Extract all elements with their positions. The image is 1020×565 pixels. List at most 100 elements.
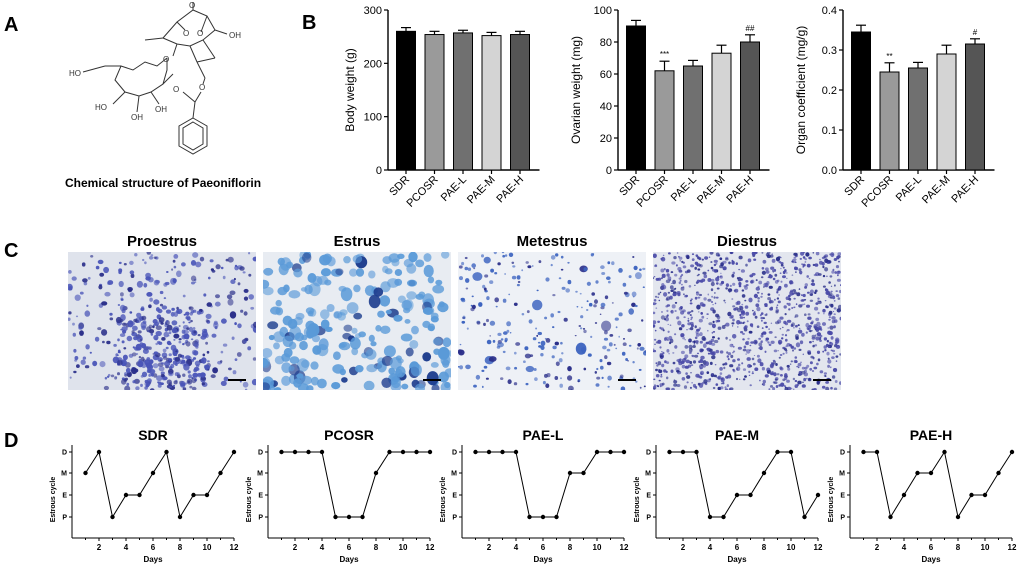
cell (155, 330, 162, 337)
cell (754, 315, 758, 319)
cell (793, 291, 797, 295)
micrograph-background (458, 252, 646, 390)
cell (685, 359, 690, 364)
cell (156, 375, 163, 382)
cell (407, 279, 417, 287)
cell (760, 316, 764, 320)
cell (133, 378, 140, 384)
cell (713, 263, 717, 267)
cell (611, 302, 614, 304)
cell (782, 378, 786, 382)
cell (665, 387, 670, 390)
cell (688, 285, 692, 288)
cell (222, 343, 228, 347)
cell (839, 316, 841, 321)
cell (129, 270, 135, 275)
cell (426, 371, 439, 386)
cell (307, 273, 317, 283)
cell (661, 351, 663, 353)
data-point (554, 514, 559, 520)
cell (223, 376, 229, 382)
cell (657, 385, 660, 388)
cell (583, 267, 588, 272)
cell (817, 297, 820, 300)
cell (560, 377, 562, 380)
cell (164, 360, 171, 367)
cell (705, 361, 709, 367)
cell (830, 303, 834, 308)
cell (90, 255, 94, 258)
cell (781, 333, 784, 336)
cell (671, 387, 675, 390)
cell (188, 374, 192, 379)
cell (676, 384, 681, 387)
cell (759, 379, 761, 382)
cell (753, 293, 758, 299)
bar-pae-l (683, 65, 703, 171)
cell (673, 379, 676, 381)
cell (160, 373, 165, 378)
cell (698, 327, 702, 330)
x-tick-label: 4 (320, 543, 325, 552)
cell (242, 381, 249, 388)
cell (545, 383, 550, 388)
cell (832, 295, 836, 300)
cell (599, 359, 603, 363)
cell (712, 331, 716, 333)
cell (688, 339, 691, 342)
cell (699, 375, 703, 379)
cell (653, 324, 655, 328)
cell (760, 295, 763, 298)
cell (814, 344, 818, 347)
cell (641, 319, 644, 322)
cell (183, 333, 190, 340)
y-axis-label: Estrous cycle (246, 477, 253, 523)
cell (697, 273, 700, 276)
cell (695, 333, 700, 337)
cell (694, 354, 699, 358)
cell (182, 343, 185, 346)
cell (765, 325, 768, 329)
cell (427, 325, 435, 331)
cell (381, 377, 392, 388)
data-point (292, 449, 298, 455)
cell (736, 377, 738, 381)
cell (78, 326, 83, 330)
cell (132, 325, 138, 331)
cell (608, 280, 611, 284)
cell (698, 360, 701, 363)
cell (133, 318, 138, 323)
cell (442, 337, 451, 348)
significance-marker: ## (746, 24, 755, 33)
cell (508, 252, 514, 257)
cell (743, 316, 745, 319)
cell (774, 336, 777, 339)
cell (658, 369, 663, 374)
cell (587, 353, 592, 357)
cell (253, 321, 256, 328)
cell-texture (263, 252, 451, 390)
cell (473, 267, 476, 270)
cell (331, 382, 341, 390)
cell (430, 316, 439, 323)
cell (690, 316, 693, 319)
cell (774, 273, 778, 277)
cell (732, 318, 735, 322)
cell (742, 332, 745, 335)
micrograph-estrus (263, 252, 451, 390)
cell (338, 343, 346, 349)
cell (668, 252, 671, 255)
micrograph-title-proestrus: Proestrus (126, 233, 198, 250)
cell (190, 319, 193, 323)
cell (764, 313, 768, 317)
cell (827, 327, 830, 329)
cell (822, 322, 826, 326)
cell (731, 322, 735, 325)
cell (263, 279, 270, 289)
cell (486, 318, 489, 323)
cell (540, 345, 545, 350)
cell (618, 335, 620, 338)
cell (678, 327, 683, 331)
cell (680, 283, 683, 286)
cell (411, 325, 419, 335)
